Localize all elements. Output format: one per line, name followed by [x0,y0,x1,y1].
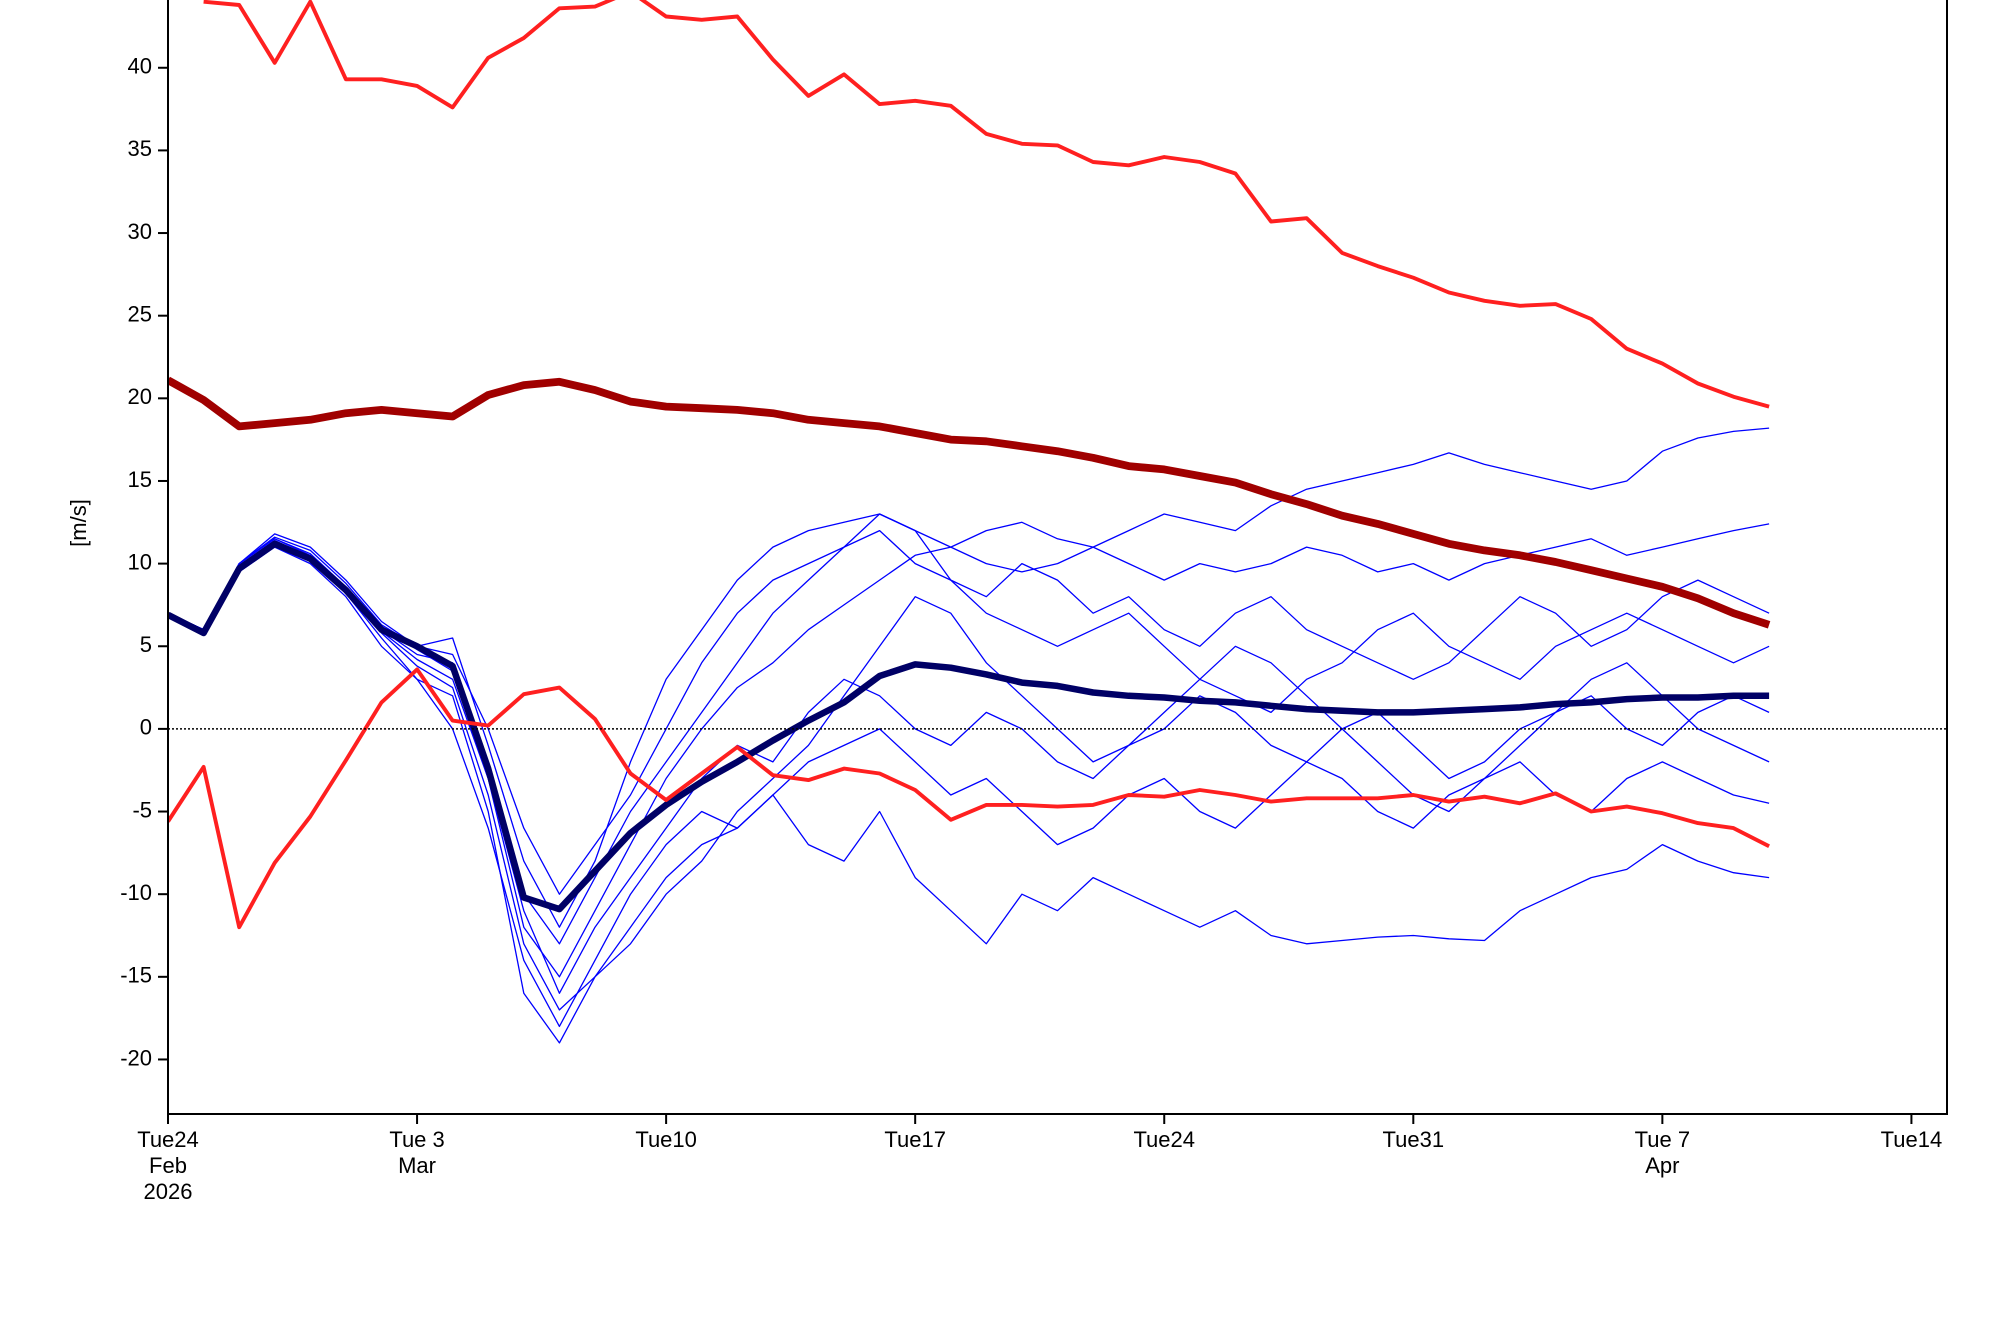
x-tick-label: 2026 [144,1179,193,1204]
series-line [168,543,1770,1028]
series-line [168,513,1770,928]
y-tick-label: 30 [128,219,152,244]
x-tick-label: Tue24 [137,1127,199,1152]
y-tick-label: 0 [140,715,152,740]
series-line [168,546,1770,1044]
series-line [168,539,1770,994]
x-tick-label: Apr [1645,1153,1679,1178]
y-tick-label: -20 [120,1045,152,1070]
series-line [203,0,1770,409]
plot-area [168,0,1771,1044]
y-axis-label: [m/s] [66,499,91,547]
y-tick-label: 20 [128,384,152,409]
y-tick-label: 25 [128,302,152,327]
series-line [168,541,1770,1011]
y-tick-label: 10 [128,549,152,574]
plot-frame [167,0,1948,1115]
series-line [168,427,1770,978]
y-tick-label: 15 [128,467,152,492]
y-tick-label: -5 [132,797,152,822]
x-tick-label: Feb [149,1153,187,1178]
y-tick-label: 5 [140,632,152,657]
series-line [168,540,1770,913]
x-tick-label: Tue17 [884,1127,946,1152]
y-tick-label: -15 [120,963,152,988]
y-tick-label: 40 [128,54,152,79]
y-tick-label: -10 [120,880,152,905]
series-line [168,667,1770,930]
x-tick-label: Tue31 [1383,1127,1445,1152]
x-tick-label: Tue 7 [1635,1127,1690,1152]
x-tick-label: Tue10 [635,1127,697,1152]
x-tick-label: Tue24 [1133,1127,1195,1152]
y-tick-label: 35 [128,136,152,161]
x-tick-label: Mar [398,1153,436,1178]
x-tick-label: Tue 3 [389,1127,444,1152]
series-line [168,513,1770,895]
series-line [168,376,1771,629]
x-tick-label: Tue14 [1881,1127,1943,1152]
